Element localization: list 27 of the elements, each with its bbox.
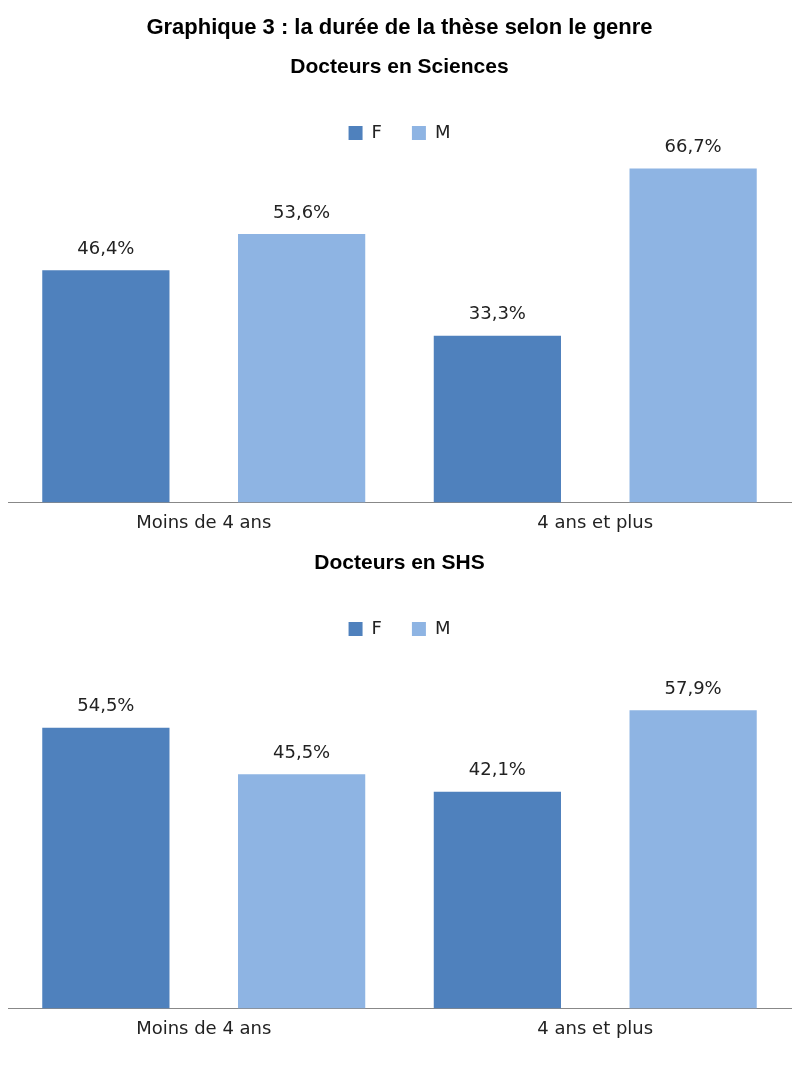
legend-label: F (371, 120, 382, 142)
bar (629, 168, 757, 503)
legend-label: M (434, 120, 451, 142)
bar (629, 710, 757, 1009)
x-tick-label: 4 ans et plus (537, 510, 654, 532)
bar (42, 270, 170, 503)
x-tick-label: Moins de 4 ans (136, 510, 272, 532)
data-label: 42,1% (468, 758, 526, 780)
data-label: 57,9% (664, 676, 722, 698)
data-label: 45,5% (273, 740, 331, 762)
data-label: 33,3% (468, 302, 526, 324)
bar (238, 234, 366, 503)
bar (42, 727, 170, 1009)
data-label: 66,7% (664, 135, 722, 157)
chart-title: Docteurs en SHS (313, 549, 486, 575)
legend-label: M (434, 616, 451, 638)
bar (433, 791, 561, 1009)
bar (433, 335, 561, 503)
data-label: 54,5% (77, 694, 135, 716)
data-label: 46,4% (77, 236, 135, 258)
legend-label: F (371, 616, 382, 638)
chart-title: Graphique 3 : la durée de la thèse selon le genre (145, 13, 654, 41)
x-tick-label: Moins de 4 ans (136, 1016, 272, 1038)
bar (238, 774, 366, 1009)
chart-subtitle: Docteurs en Sciences (289, 53, 510, 79)
data-label: 53,6% (273, 200, 331, 222)
x-tick-label: 4 ans et plus (537, 1016, 654, 1038)
